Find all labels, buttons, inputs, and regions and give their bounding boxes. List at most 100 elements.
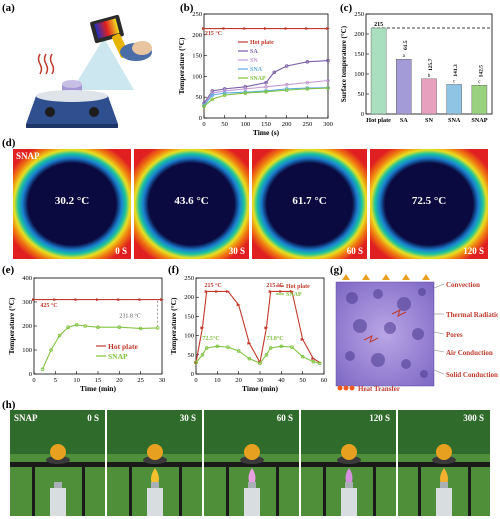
chart-b-legend-label: SN [250,58,258,64]
chart-f-annotation-snap-2: 73.8°C [266,335,283,342]
chart-e-point [117,298,122,302]
chart-f-point [200,326,205,330]
label-solid-conduction: Solid Conduction [446,371,498,379]
chart-e-point [57,333,62,338]
chart-b-point [210,91,215,95]
thermal-time-0: 0 S [115,246,127,256]
chart-b-xtick-label: 300 [323,121,333,128]
chart-f-ytick-label: 100 [184,333,194,340]
chart-b-ytick-label: 150 [192,53,202,60]
chart-b-series-sn [203,80,329,106]
chart-b-point [326,86,330,90]
chart-f-series-hot-plate [195,290,321,365]
chart-f-point [279,289,284,293]
chart-f-ytick-label: 50 [188,352,195,359]
chart-f-point [290,289,294,293]
chart-e-xlabel: Time (min) [80,384,116,393]
chart-b-legend-label: SNA [250,67,263,73]
chart-f-point [247,356,252,361]
chart-c-ytick-label: 0 [361,111,364,118]
chart-f-cycling: 0 10 20 30 40 50 60 0 50 100 150 200 250 Time (min) Te… [169,275,327,393]
chart-f-annotation-hot-2: 215 °C [266,282,283,289]
chart-b-xtick-label: 0 [202,121,205,128]
chart-e-xtick-label: 10 [73,377,80,384]
chart-f-ytick-label: 200 [184,294,194,301]
chart-c-letter-label: c [453,79,456,84]
chart-f-point [300,354,305,359]
chart-c-value-label: 61.5 [403,40,409,50]
chart-b-xtick-label: 50 [221,121,228,128]
label-thermal-radiation: Thermal Radiation [446,311,498,319]
chart-e-point [155,326,160,330]
chart-e-ytick-label: 100 [22,347,32,354]
chart-b-point [305,60,310,64]
chart-e-ytick-label: 400 [22,275,32,282]
chart-c-value-label: 142.5 [478,65,484,78]
chart-f-point [247,341,252,345]
chart-f-point [317,361,322,366]
chart-b-xtick-label: 150 [261,121,271,128]
chart-c-letter-label: b [428,74,431,79]
chart-e-xtick-label: 5 [54,377,57,384]
photo-time-1: 30 S [179,413,196,423]
chart-f-ytick-label: 150 [184,313,194,320]
chart-b-point [264,27,268,31]
chart-b-point [264,89,268,94]
chart-b-point [222,89,227,93]
chart-c-bar [421,78,437,115]
chart-f-point [204,289,209,293]
chart-e-point [66,325,70,329]
chart-e-point [96,325,100,329]
chart-f-point [268,289,273,293]
chart-b-point [284,27,289,31]
chart-b-xtick-label: 200 [282,121,292,128]
chart-f-point [279,344,284,349]
chart-f-xtick-label: 10 [214,377,221,384]
panel-label-f: (f) [168,264,179,276]
chart-b-point [284,82,289,87]
chart-f-point [258,361,262,366]
label-heat-transfer: Heat Transfer [358,385,400,393]
chart-e-point [49,348,53,352]
chart-b-annotation: 215 °C [205,30,222,37]
chart-e-xtick-label: 30 [159,377,166,384]
label-pores: Pores [446,331,463,339]
chart-b-series-sna [203,87,329,106]
chart-f-ylabel: Temperature (°C) [169,297,178,354]
chart-f-xtick-label: 20 [235,377,242,384]
chart-f-point [300,337,305,341]
chart-f-point [264,353,269,357]
chart-e-xtick-label: 20 [116,377,123,384]
chart-b-point [264,85,268,89]
chart-e-point [160,298,164,302]
chart-b-legend-label: Hot plate [250,40,274,46]
chart-b-point [243,85,248,89]
chart-b-point [222,87,227,91]
chart-e-point [74,322,79,327]
thermal-temp-1: 43.6 °C [174,195,209,208]
chart-b-ytick-label: 200 [192,32,202,39]
label-air-conduction: Air Conduction [446,349,493,357]
chart-e-legend-label: Hot plate [108,342,138,351]
chart-e-point [74,298,79,302]
chart-b-ylabel: Temperature (°C) [177,37,186,94]
panel-label-d: (d) [2,137,16,149]
chart-c-ytick-label: 100 [354,71,364,78]
thermal-image-1: 43.6 °C 30 S [134,149,249,259]
chart-b-point [272,70,277,75]
chart-e-point [40,367,45,371]
setup-illustration [26,14,152,128]
flame-photo-4: 300 S [398,410,490,516]
chart-f-point [200,353,205,357]
panel-label-h: (h) [2,399,16,411]
chart-e-point [32,298,36,302]
chart-b-ytick-label: 50 [196,94,203,101]
chart-b-point [264,80,268,85]
chart-c-category-label: Hot plate [366,117,391,124]
chart-e-annotation-hot: 425 °C [40,302,57,309]
chart-c-ylabel: Surface temperature (°C) [340,25,348,102]
chart-b-xlabel: Time (s) [253,128,280,137]
photo-time-3: 120 S [369,413,390,423]
chart-c-bar [446,84,462,115]
chart-f-point [215,289,220,293]
